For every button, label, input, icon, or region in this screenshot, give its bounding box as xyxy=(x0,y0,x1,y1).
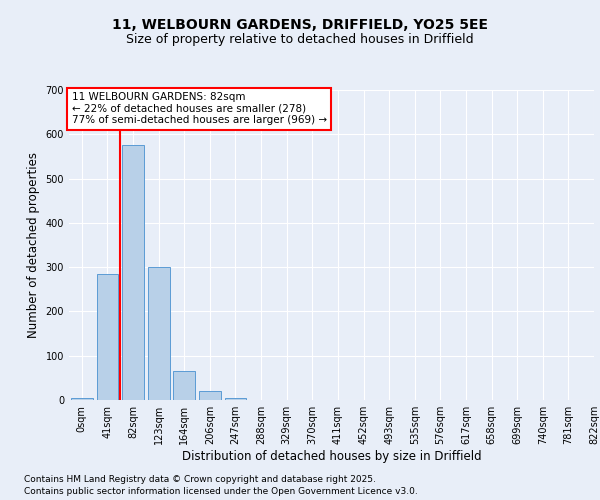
Bar xyxy=(173,371,195,400)
Bar xyxy=(148,267,170,400)
Bar xyxy=(97,274,118,400)
Bar xyxy=(71,398,92,400)
Text: Size of property relative to detached houses in Driffield: Size of property relative to detached ho… xyxy=(126,32,474,46)
Text: Contains public sector information licensed under the Open Government Licence v3: Contains public sector information licen… xyxy=(24,486,418,496)
Bar xyxy=(224,398,247,400)
Bar xyxy=(122,146,144,400)
Bar xyxy=(199,391,221,400)
X-axis label: Distribution of detached houses by size in Driffield: Distribution of detached houses by size … xyxy=(182,450,481,463)
Text: 11 WELBOURN GARDENS: 82sqm
← 22% of detached houses are smaller (278)
77% of sem: 11 WELBOURN GARDENS: 82sqm ← 22% of deta… xyxy=(71,92,326,126)
Y-axis label: Number of detached properties: Number of detached properties xyxy=(27,152,40,338)
Text: 11, WELBOURN GARDENS, DRIFFIELD, YO25 5EE: 11, WELBOURN GARDENS, DRIFFIELD, YO25 5E… xyxy=(112,18,488,32)
Text: Contains HM Land Registry data © Crown copyright and database right 2025.: Contains HM Land Registry data © Crown c… xyxy=(24,476,376,484)
